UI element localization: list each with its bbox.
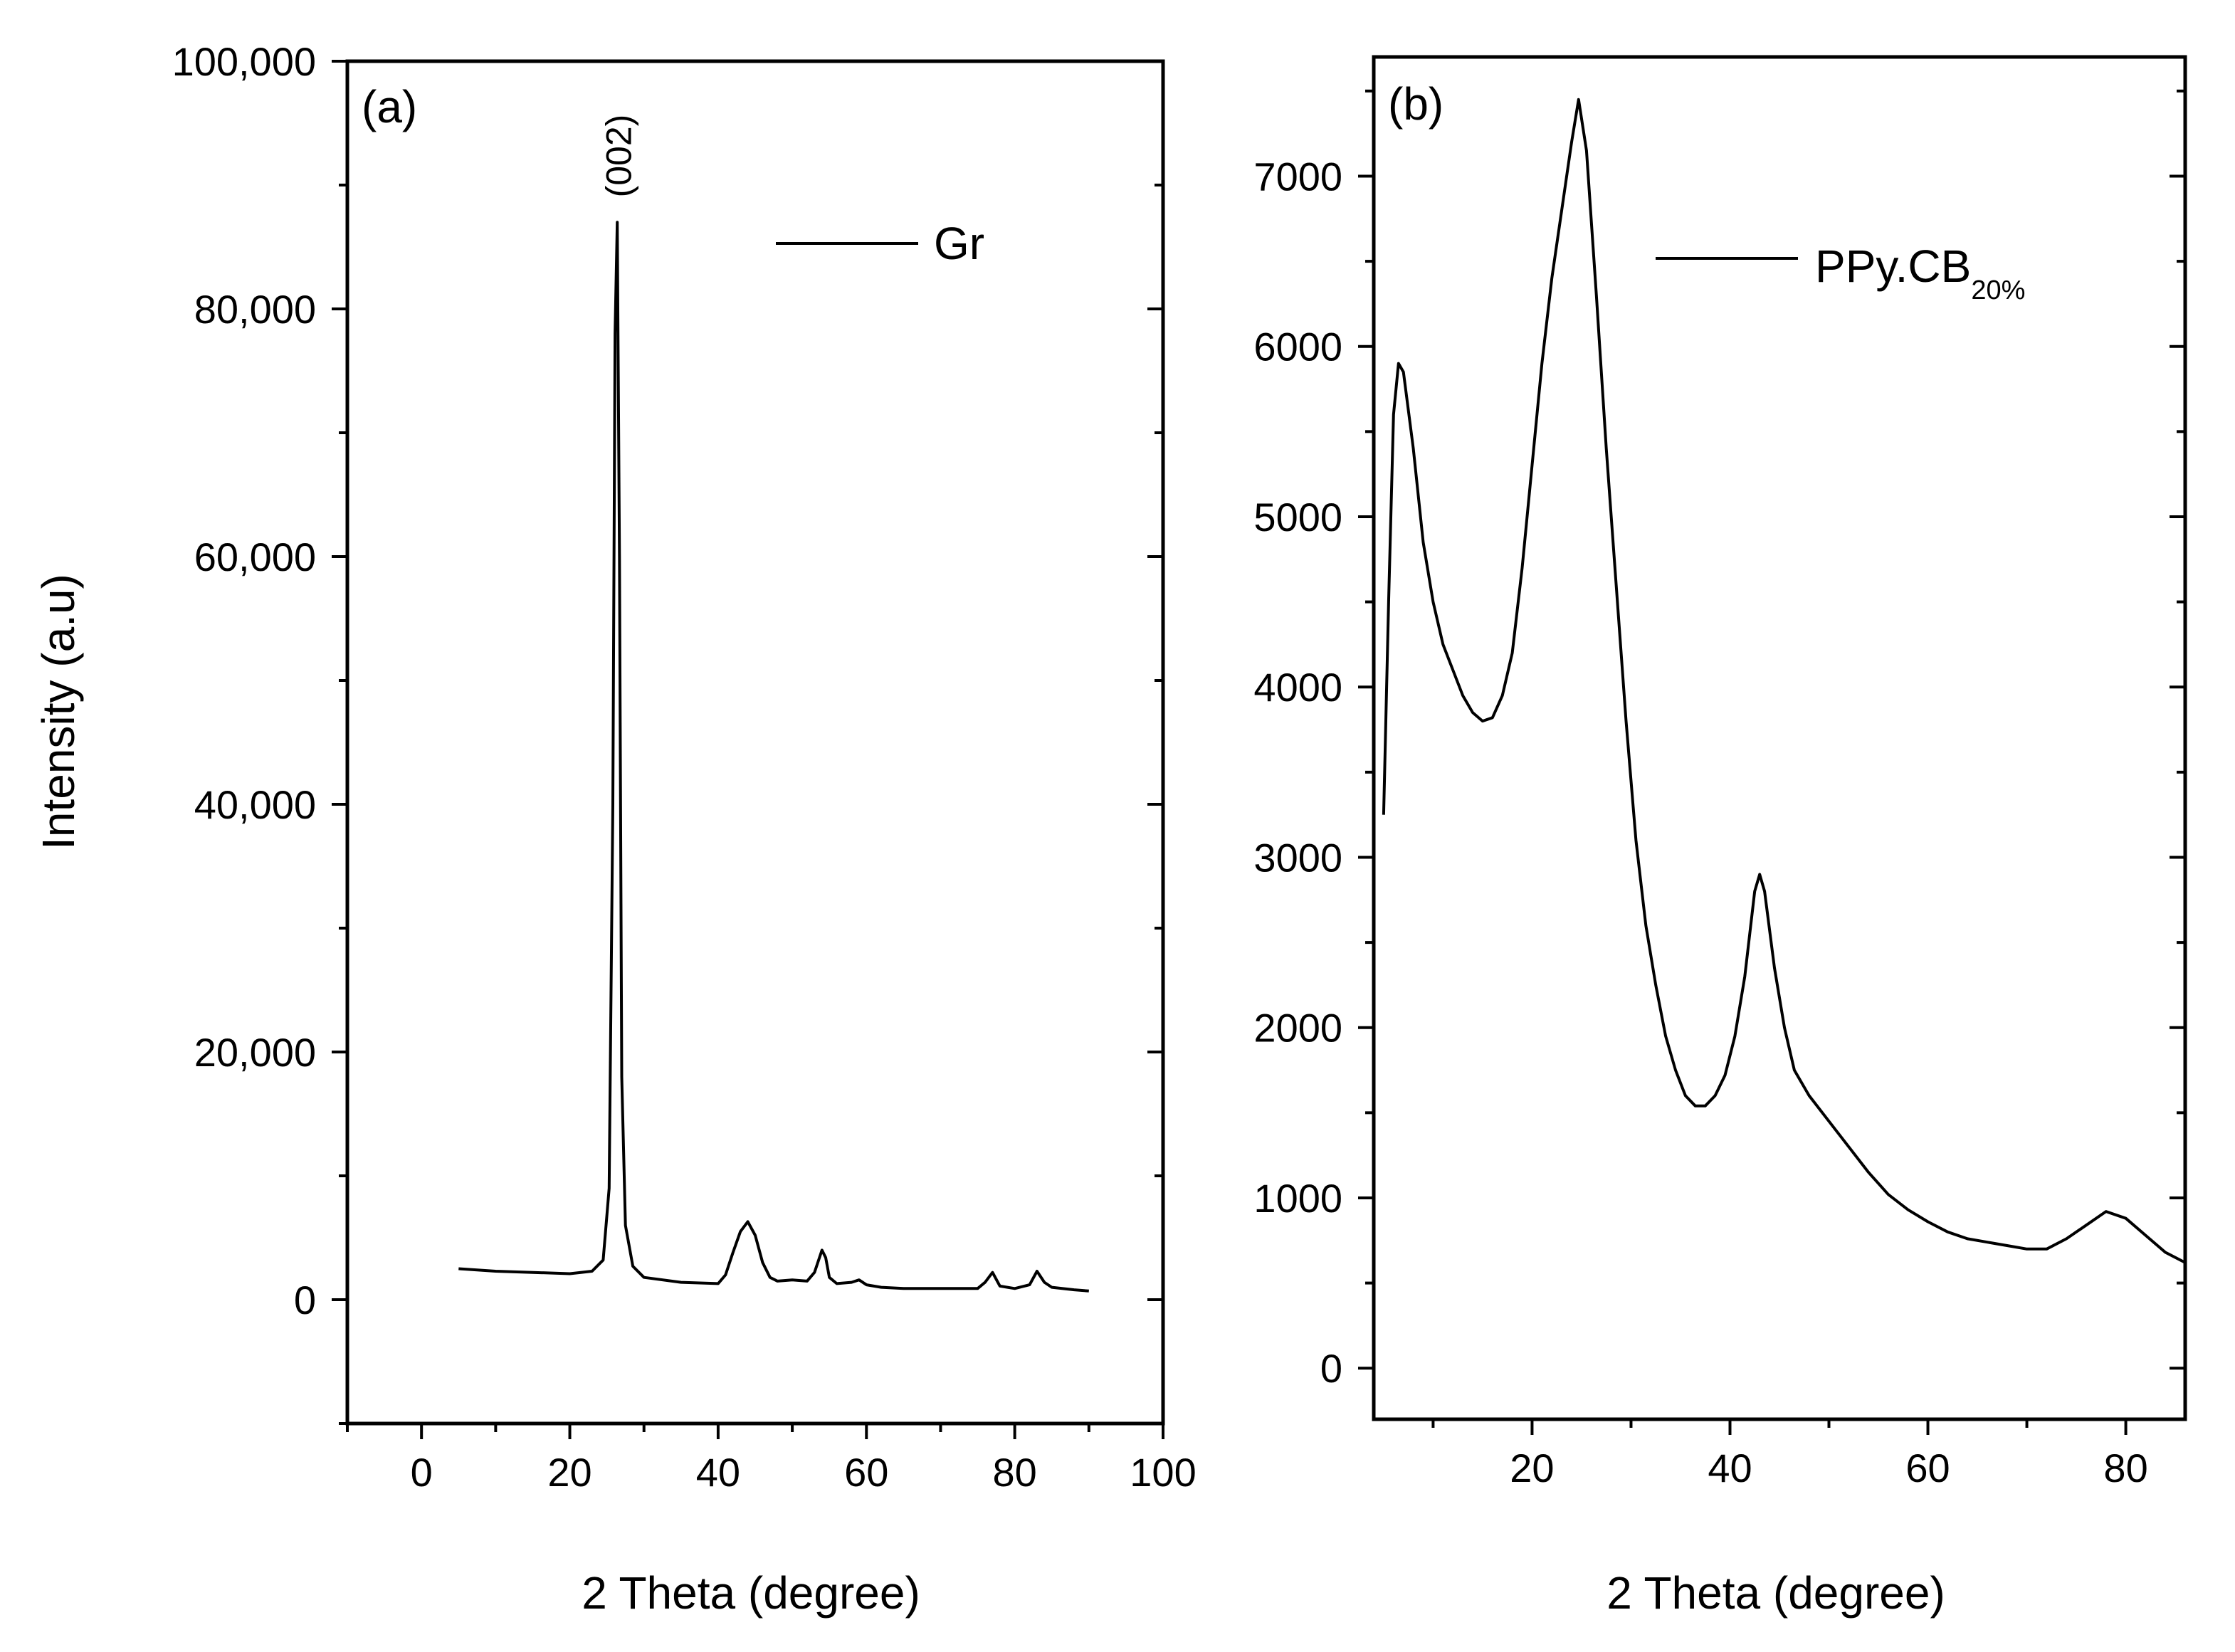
panel-a-y-tick-label: 0 [294, 1278, 316, 1322]
panel-a-x-tick-label: 60 [844, 1450, 888, 1495]
panel-b-ticks [1358, 89, 2185, 1435]
panel-b-series-line-ppy-cb [1382, 98, 2186, 1264]
panel-a-frame [345, 59, 1165, 1426]
panel-b-y-tick-label: 1000 [1253, 1176, 1342, 1221]
panel-b-y-tick-label: 7000 [1253, 154, 1342, 199]
panel-a-x-axis-title: 2 Theta (degree) [582, 1567, 920, 1619]
panel-b-x-tick-label: 80 [2103, 1446, 2147, 1490]
panel-a-series-line-gr [458, 221, 1089, 1293]
panel-b-y-tick-label: 5000 [1253, 495, 1342, 540]
panel-a-x-tick-label: 80 [992, 1450, 1036, 1495]
panel-a-y-tick-label: 60,000 [194, 535, 316, 579]
panel-b-y-tick-label: 4000 [1253, 665, 1342, 710]
panel-b-frame [1372, 55, 2187, 1421]
panel-b-y-tick-label: 6000 [1253, 325, 1342, 369]
panel-a-x-tick-label: 20 [547, 1450, 591, 1495]
panel-a-y-tick-label: 20,000 [194, 1030, 316, 1075]
panel-a-y-tick-label: 80,000 [194, 287, 316, 332]
panel-b-legend-label: PPy.CB20% [1815, 241, 2025, 305]
panel-b-chart: 20 40 60 80 0 1000 2000 3000 4000 5000 6… [1253, 55, 2187, 1619]
panel-b-label: (b) [1388, 78, 1443, 130]
panel-b-y-tick-label: 3000 [1253, 835, 1342, 880]
panel-a-x-tick-label: 100 [1130, 1450, 1196, 1495]
panel-a-peak-annotation-002: (002) [599, 115, 638, 198]
panel-a-legend-label: Gr [934, 218, 984, 269]
panel-a-ticks [332, 60, 1164, 1439]
panel-a-x-tick-label: 0 [411, 1450, 433, 1495]
panel-a-label: (a) [362, 81, 417, 132]
panel-b-x-tick-label: 20 [1510, 1446, 1554, 1490]
panel-b-x-tick-label: 60 [1905, 1446, 1950, 1490]
panel-b-legend-label-subscript: 20% [1971, 275, 2025, 305]
panel-b-y-tick-label: 0 [1320, 1346, 1342, 1391]
panel-b-y-tick-label: 2000 [1253, 1006, 1342, 1051]
panel-a-y-tick-label: 40,000 [194, 782, 316, 827]
panel-a-y-axis-title: Intensity (a.u) [33, 574, 84, 850]
panel-b-x-axis-title: 2 Theta (degree) [1606, 1567, 1945, 1619]
panel-b-legend-label-main: PPy.CB [1815, 241, 1971, 292]
panel-a-y-tick-label: 100,000 [172, 39, 316, 84]
panel-a-x-tick-label: 40 [696, 1450, 740, 1495]
panel-a-chart: 0 20 40 60 80 100 0 20,000 40,000 60,000… [33, 39, 1197, 1619]
panel-b-x-tick-label: 40 [1708, 1446, 1752, 1490]
